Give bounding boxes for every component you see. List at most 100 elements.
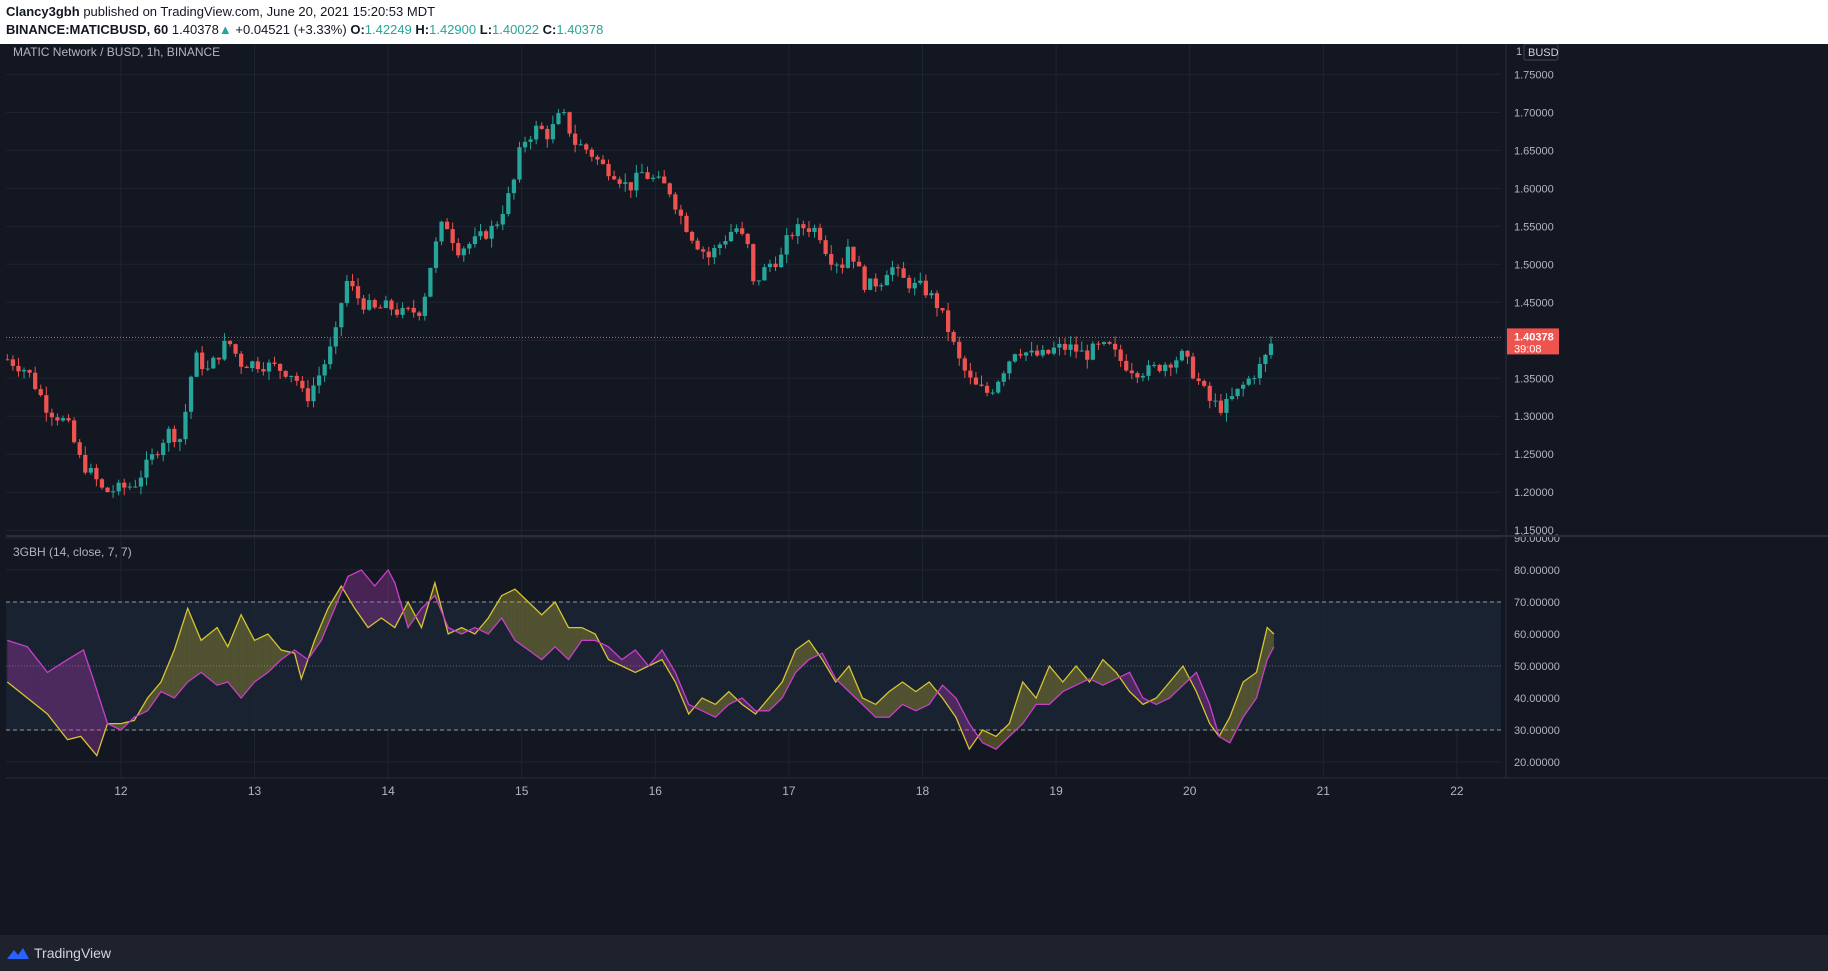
candle: [216, 357, 221, 365]
oscillator-fill-segment: [608, 646, 612, 661]
candle: [1118, 344, 1123, 368]
candle-body: [1263, 354, 1268, 365]
oscillator-fill-segment: [47, 670, 51, 718]
oscillator-fill-segment: [44, 668, 48, 714]
oscillator-fill-segment: [883, 694, 887, 718]
candle: [556, 109, 561, 125]
candle-body: [1023, 352, 1029, 356]
candle-body: [77, 442, 82, 455]
oscillator-fill-segment: [346, 575, 350, 600]
candle-body: [567, 112, 572, 134]
candle: [806, 220, 812, 238]
oscillator-fill-segment: [1185, 671, 1189, 683]
chart-area[interactable]: 12 13 14 15 16 17 18 19 20 21 22 1.75000 1.70000 1.65…: [5, 43, 1828, 935]
open-value: 1.42249: [364, 22, 412, 37]
candle: [378, 304, 383, 309]
candle: [456, 238, 461, 258]
candle-body: [489, 225, 494, 239]
candle: [1096, 341, 1101, 351]
candle: [122, 478, 127, 496]
oscillator-fill-segment: [7, 640, 11, 685]
candle-body: [1241, 384, 1246, 389]
candle-body: [767, 263, 773, 268]
oscillator-fill-segment: [191, 618, 195, 680]
candle: [433, 237, 439, 273]
candle: [812, 224, 817, 238]
candle-body: [845, 246, 851, 268]
candle-body: [211, 357, 216, 369]
oscillator-fill-segment: [897, 683, 900, 710]
footer-brand[interactable]: TradingView: [34, 945, 112, 961]
candle-body: [1029, 350, 1034, 353]
author-name[interactable]: Clancy3gbh: [6, 4, 80, 19]
symbol-name[interactable]: BINANCE:MATICBUSD, 60: [6, 22, 169, 37]
oscillator-fill-segment: [1046, 666, 1050, 705]
oscillator-fill-segment: [843, 669, 847, 690]
candle: [1001, 370, 1006, 387]
oscillator-fill-segment: [100, 702, 104, 744]
oscillator-fill-segment: [768, 694, 772, 711]
oscillator-fill-segment: [389, 572, 393, 626]
candle: [573, 124, 578, 153]
oscillator-fill-segment: [1247, 677, 1250, 712]
oscillator-fill-segment: [814, 648, 817, 658]
candle-body: [834, 264, 839, 266]
tradingview-logo-icon[interactable]: [6, 945, 30, 961]
candle: [884, 270, 889, 286]
candle: [344, 275, 350, 307]
candle-body: [895, 267, 901, 269]
candle-body: [628, 182, 633, 191]
oscillator-fill-segment: [231, 630, 235, 690]
candle-body: [478, 231, 483, 237]
candle-body: [996, 381, 1001, 393]
candle: [623, 173, 628, 192]
candle: [172, 425, 177, 448]
candle: [1107, 340, 1112, 345]
oscillator-fill-segment: [1244, 679, 1248, 716]
oscillator-fill-segment: [953, 695, 956, 718]
oscillator-fill-segment: [266, 634, 270, 674]
oscillator-fill-segment: [60, 662, 64, 735]
candle: [188, 375, 194, 420]
candle: [695, 237, 700, 251]
oscillator-fill-segment: [795, 648, 799, 673]
candle-body: [667, 183, 672, 195]
candle-body: [133, 486, 138, 488]
oscillator-fill-segment: [945, 687, 948, 706]
candle: [890, 260, 895, 282]
x-tick-label: 12: [114, 784, 128, 798]
chart-svg[interactable]: 12 13 14 15 16 17 18 19 20 21 22 1.75000 1.70000 1.65…: [5, 43, 1828, 935]
x-tick-label: 21: [1317, 784, 1331, 798]
candle-body: [1213, 400, 1218, 402]
candle: [110, 485, 116, 498]
oscillator-fill-segment: [726, 691, 729, 707]
candle-body: [194, 352, 199, 377]
oscillator-fill-segment: [507, 591, 510, 632]
candle-body: [907, 277, 912, 289]
candle: [589, 147, 594, 162]
candle: [778, 247, 784, 268]
oscillator-fill-segment: [584, 628, 588, 641]
candle-body: [394, 309, 400, 315]
candle-body: [339, 303, 344, 328]
candle: [968, 362, 973, 385]
candle: [417, 311, 422, 321]
candle: [996, 380, 1001, 394]
candle-body: [795, 224, 800, 237]
oscillator-fill-segment: [370, 581, 374, 626]
candle-body: [1118, 349, 1123, 361]
x-tick-label: 14: [381, 784, 395, 798]
oscillator-fill-segment: [408, 602, 411, 628]
x-axis: 12 13 14 15 16 17 18 19 20 21 22: [114, 44, 1464, 798]
candle-body: [634, 172, 639, 191]
candle: [873, 273, 878, 292]
candle: [44, 386, 49, 422]
candle-body: [233, 344, 238, 354]
candle: [467, 241, 472, 255]
candle-body: [573, 133, 578, 145]
candle-body: [923, 280, 928, 296]
oscillator-fill-segment: [34, 655, 37, 706]
oscillator-fill-segment: [808, 640, 812, 660]
candle: [639, 163, 645, 174]
candle-body: [756, 280, 761, 282]
